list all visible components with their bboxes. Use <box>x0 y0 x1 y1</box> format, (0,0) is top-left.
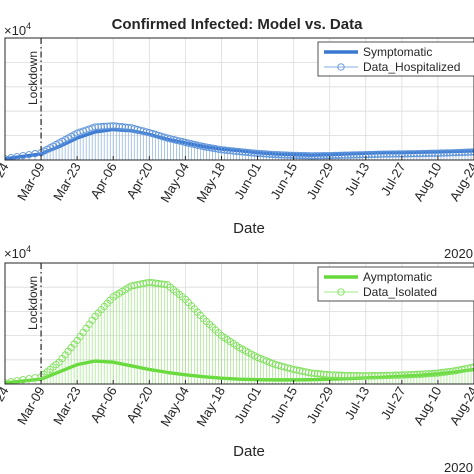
x-tick-label: Aug-24 <box>447 384 474 428</box>
series-Data_Hospitalized <box>5 122 474 160</box>
x-tick-label: Jul-13 <box>342 160 373 198</box>
legend-marker <box>337 288 345 296</box>
x-axis-label: Date <box>233 220 265 237</box>
x-tick-label: Mar-09 <box>14 384 48 427</box>
legend-box <box>317 41 474 77</box>
y-exponent-label: ×104 <box>4 21 31 38</box>
x-tick-label: Mar-23 <box>50 160 84 203</box>
x-tick-label: Aug-10 <box>411 384 445 428</box>
data-point <box>467 364 474 372</box>
series-Data_Isolated <box>5 278 474 384</box>
x-tick-label: Apr-06 <box>87 160 120 201</box>
x-tick-label: May-18 <box>193 160 228 205</box>
x-tick-label: Feb-24 <box>0 384 12 427</box>
x-tick-label: Jul-27 <box>378 160 409 198</box>
chart-title: Confirmed Infected: Model vs. Data <box>112 16 364 33</box>
x-tick-label: Mar-23 <box>50 384 84 427</box>
legend-marker <box>337 63 345 71</box>
legend-box <box>317 266 474 302</box>
x-tick-label: Jun-29 <box>303 384 336 426</box>
plot-area <box>5 278 474 384</box>
legend-label: Aymptomatic <box>363 270 432 284</box>
x-tick-label: May-18 <box>193 384 228 429</box>
x-tick-label: Apr-20 <box>123 160 156 201</box>
x-axis-label: Date <box>233 443 265 460</box>
data-point <box>160 280 168 289</box>
axes-box <box>4 37 474 161</box>
x-tick-label: Aug-10 <box>411 160 445 204</box>
axes-box <box>4 262 474 385</box>
year-label: 2020 <box>444 246 473 261</box>
x-tick-label: Feb-24 <box>0 160 12 203</box>
x-tick-label: Jul-13 <box>342 384 373 422</box>
legend-label: Symptomatic <box>363 45 432 59</box>
y-exponent-power: 4 <box>26 21 31 31</box>
y-exponent-power: 4 <box>26 244 31 254</box>
x-tick-label: Jun-01 <box>231 384 264 426</box>
legend-label: Data_Isolated <box>363 285 437 299</box>
x-tick-label: Jun-29 <box>303 160 336 202</box>
y-exponent-label: ×104 <box>4 244 31 261</box>
legend-label: Data_Hospitalized <box>363 60 460 74</box>
x-tick-label: Aug-24 <box>447 160 474 204</box>
data-point <box>467 148 474 156</box>
lockdown-annotation: Lockdown <box>26 51 40 105</box>
plot-area <box>5 122 474 160</box>
grid <box>4 38 474 160</box>
lockdown-annotation: Lockdown <box>26 276 40 330</box>
x-tick-label: Mar-09 <box>14 160 48 203</box>
x-tick-label: May-04 <box>157 160 192 205</box>
x-tick-label: Jun-15 <box>267 384 300 426</box>
x-tick-label: Jun-01 <box>231 160 264 202</box>
x-tick-label: May-04 <box>157 384 192 429</box>
x-tick-label: Apr-20 <box>123 384 156 425</box>
x-tick-label: Apr-06 <box>87 384 120 425</box>
x-tick-label: Jun-15 <box>267 160 300 202</box>
year-label: 2020 <box>444 460 473 474</box>
x-tick-label: Jul-27 <box>378 384 409 422</box>
